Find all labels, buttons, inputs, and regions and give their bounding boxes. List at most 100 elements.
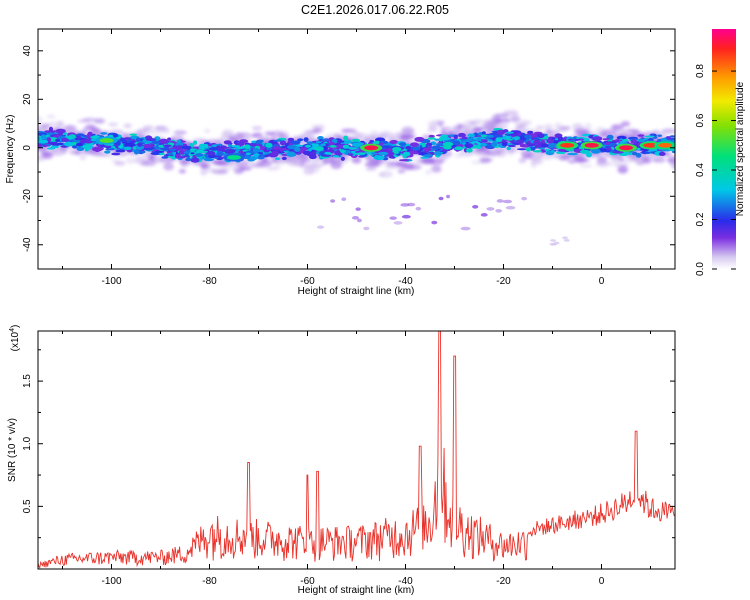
heatmap-cell: [209, 167, 221, 173]
heatmap-cell: [666, 156, 675, 164]
heatmap-cell: [400, 133, 414, 140]
heatmap-cell: [87, 131, 93, 136]
x-tick-label: -40: [398, 576, 413, 587]
heatmap-cell: [351, 157, 362, 164]
heatmap-cell: [343, 135, 349, 141]
heatmap-cell: [319, 151, 327, 156]
heatmap-cell: [446, 194, 451, 199]
heatmap-cell: [431, 220, 438, 225]
heatmap-peak: [643, 142, 658, 148]
y-tick-label: 0: [22, 145, 33, 151]
snr-y-axis: 0.5 1.0 1.5: [22, 349, 675, 539]
heatmap-cell: [309, 154, 317, 160]
snr-scale-base: (x10: [10, 331, 21, 351]
heatmap-cell: [602, 138, 610, 141]
heatmap-cell: [472, 119, 486, 124]
heatmap-cell: [287, 137, 295, 142]
heatmap-cell: [592, 136, 603, 142]
heatmap-cell: [355, 207, 361, 211]
heatmap-cell: [573, 154, 584, 161]
heatmap-cell: [495, 137, 503, 143]
heatmap-cell: [393, 221, 403, 225]
heatmap-cell: [538, 125, 551, 129]
heatmap-cell: [604, 149, 611, 153]
heatmap-cell: [546, 138, 555, 144]
heatmap-cell: [489, 132, 498, 135]
heatmap-cell: [255, 140, 263, 145]
heatmap-cell: [55, 138, 61, 142]
heatmap-cell: [483, 123, 497, 129]
heatmap-cell: [400, 203, 410, 207]
heatmap-cell: [547, 142, 557, 148]
heatmap-cell: [136, 128, 149, 133]
heatmap-cell: [545, 148, 550, 152]
heatmap-cell: [271, 151, 279, 156]
heatmap-cell: [161, 127, 171, 134]
heatmap-cell: [163, 162, 175, 171]
spectrogram-x-label: Height of straight line (km): [298, 286, 415, 297]
heatmap-cell: [342, 144, 350, 149]
heatmap-cell: [631, 151, 638, 156]
heatmap-cell: [509, 117, 518, 122]
heatmap-cell: [247, 158, 256, 162]
heatmap-cell: [265, 142, 273, 148]
heatmap-cell: [348, 130, 359, 135]
heatmap-cell: [611, 139, 623, 142]
heatmap-cell: [222, 129, 234, 137]
heatmap-cell: [671, 150, 675, 154]
y-tick-label: 20: [22, 93, 33, 105]
heatmap-cell: [365, 167, 377, 171]
heatmap-cell: [516, 148, 528, 151]
snr-line: [38, 331, 675, 569]
heatmap-cell: [329, 141, 335, 146]
x-tick-label: -100: [101, 276, 121, 287]
y-tick-label: -40: [22, 237, 33, 252]
colorbar-tick-label: 0.8: [695, 64, 706, 78]
heatmap-cell: [432, 158, 448, 161]
heatmap-cell: [421, 142, 426, 148]
heatmap-cell: [402, 154, 407, 159]
heatmap-cell: [119, 138, 126, 142]
heatmap-cell: [85, 124, 96, 130]
heatmap-cell: [303, 137, 309, 143]
heatmap-cell: [224, 149, 236, 154]
heatmap-cell: [135, 145, 144, 150]
heatmap-cell: [389, 216, 397, 220]
heatmap-cell: [333, 158, 342, 162]
snr-scale-label: (x104): [9, 325, 21, 352]
heatmap-cell: [402, 162, 415, 170]
heatmap-cell: [456, 123, 464, 129]
heatmap-cell: [556, 151, 566, 155]
heatmap-cell: [193, 140, 198, 145]
heatmap-cell: [185, 157, 191, 162]
y-tick-label: 1.0: [22, 436, 33, 450]
heatmap-cell: [240, 166, 253, 171]
heatmap-cell: [354, 152, 366, 156]
heatmap-cell: [330, 199, 336, 203]
heatmap-cell: [64, 141, 73, 147]
heatmap-cell: [250, 163, 265, 168]
heatmap-cell: [246, 152, 251, 155]
heatmap-cell: [491, 141, 498, 147]
snr-plot-area: [38, 331, 675, 569]
heatmap-cell: [379, 142, 384, 147]
heatmap-peak: [619, 145, 633, 151]
heatmap-cell: [462, 136, 468, 140]
heatmap-cell: [636, 147, 641, 151]
heatmap-cell: [338, 140, 345, 143]
heatmap-cell: [479, 157, 492, 164]
heatmap-cell: [347, 153, 354, 156]
heatmap-cell: [302, 150, 312, 156]
heatmap-cell: [123, 146, 132, 150]
heatmap-cell: [466, 148, 473, 153]
heatmap-cell: [143, 163, 155, 167]
heatmap-cell: [161, 156, 169, 159]
heatmap-cell: [279, 140, 287, 146]
heatmap-cell: [48, 141, 58, 145]
heatmap-cell: [550, 150, 555, 153]
x-tick-label: -20: [496, 276, 511, 287]
heatmap-cell: [42, 144, 48, 148]
heatmap-cell: [317, 136, 324, 140]
heatmap-cell: [425, 121, 438, 126]
heatmap-cell: [48, 126, 54, 132]
